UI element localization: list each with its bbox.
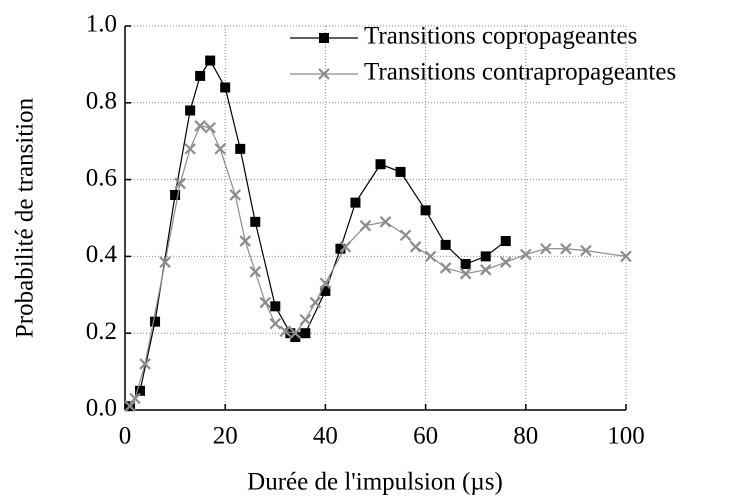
- marker: [350, 197, 361, 208]
- marker: [459, 267, 472, 280]
- marker: [499, 256, 512, 268]
- marker: [439, 262, 452, 274]
- marker: [270, 301, 281, 312]
- marker: [129, 392, 141, 405]
- marker: [339, 241, 352, 253]
- x-tick-label: 100: [607, 423, 645, 450]
- marker: [460, 259, 471, 270]
- x-tick-label: 0: [119, 423, 132, 450]
- marker: [580, 244, 592, 257]
- y-tick-label: 0.2: [86, 318, 117, 345]
- marker: [220, 82, 231, 93]
- marker: [239, 235, 252, 247]
- legend-label: Transitions contrapropageantes: [364, 59, 676, 86]
- y-axis-label: Probabilité de transition: [12, 97, 39, 338]
- marker: [174, 177, 186, 190]
- y-tick-label: 0.4: [86, 241, 118, 268]
- marker: [399, 229, 412, 242]
- marker: [420, 205, 431, 216]
- marker: [395, 166, 406, 177]
- marker: [379, 216, 392, 228]
- marker: [229, 189, 241, 201]
- y-tick-label: 0.8: [86, 88, 117, 115]
- marker: [309, 296, 322, 309]
- marker: [300, 328, 311, 339]
- marker: [235, 143, 246, 154]
- x-tick-label: 40: [313, 423, 338, 450]
- marker: [560, 242, 572, 255]
- marker: [290, 332, 301, 343]
- marker: [319, 33, 329, 43]
- marker: [259, 296, 272, 309]
- marker: [540, 242, 552, 255]
- marker: [409, 241, 422, 253]
- marker: [500, 236, 511, 247]
- marker: [318, 68, 330, 80]
- marker: [250, 216, 261, 227]
- marker: [204, 121, 216, 134]
- x-tick-label: 60: [413, 423, 438, 450]
- marker: [205, 55, 216, 66]
- marker: [424, 250, 437, 263]
- marker: [269, 317, 282, 330]
- y-tick-label: 0.0: [86, 395, 117, 422]
- legend-label: Transitions copropageantes: [364, 23, 637, 50]
- marker: [320, 285, 331, 296]
- marker: [195, 70, 206, 81]
- marker: [139, 358, 151, 370]
- marker: [249, 265, 262, 278]
- marker: [440, 239, 451, 250]
- marker: [480, 251, 491, 262]
- marker: [285, 328, 296, 339]
- marker: [335, 243, 346, 254]
- marker: [185, 105, 196, 116]
- marker: [150, 316, 161, 327]
- marker: [159, 256, 171, 268]
- x-tick-label: 20: [213, 423, 238, 450]
- x-axis-label: Durée de l'impulsion (µs): [247, 469, 503, 496]
- marker: [520, 248, 532, 261]
- marker: [124, 400, 136, 412]
- marker: [184, 143, 196, 155]
- y-tick-label: 0.6: [86, 164, 117, 191]
- marker: [289, 327, 302, 339]
- y-tick-label: 1.0: [86, 11, 117, 38]
- marker: [214, 143, 226, 155]
- marker: [375, 159, 386, 170]
- marker: [479, 264, 492, 276]
- marker: [620, 250, 632, 263]
- marker: [135, 385, 146, 396]
- marker: [170, 189, 181, 200]
- marker: [319, 277, 332, 290]
- series-line: [129, 125, 627, 407]
- x-tick-label: 80: [513, 423, 538, 450]
- marker: [279, 325, 292, 338]
- marker: [299, 313, 312, 326]
- marker: [359, 219, 372, 232]
- marker: [194, 120, 206, 132]
